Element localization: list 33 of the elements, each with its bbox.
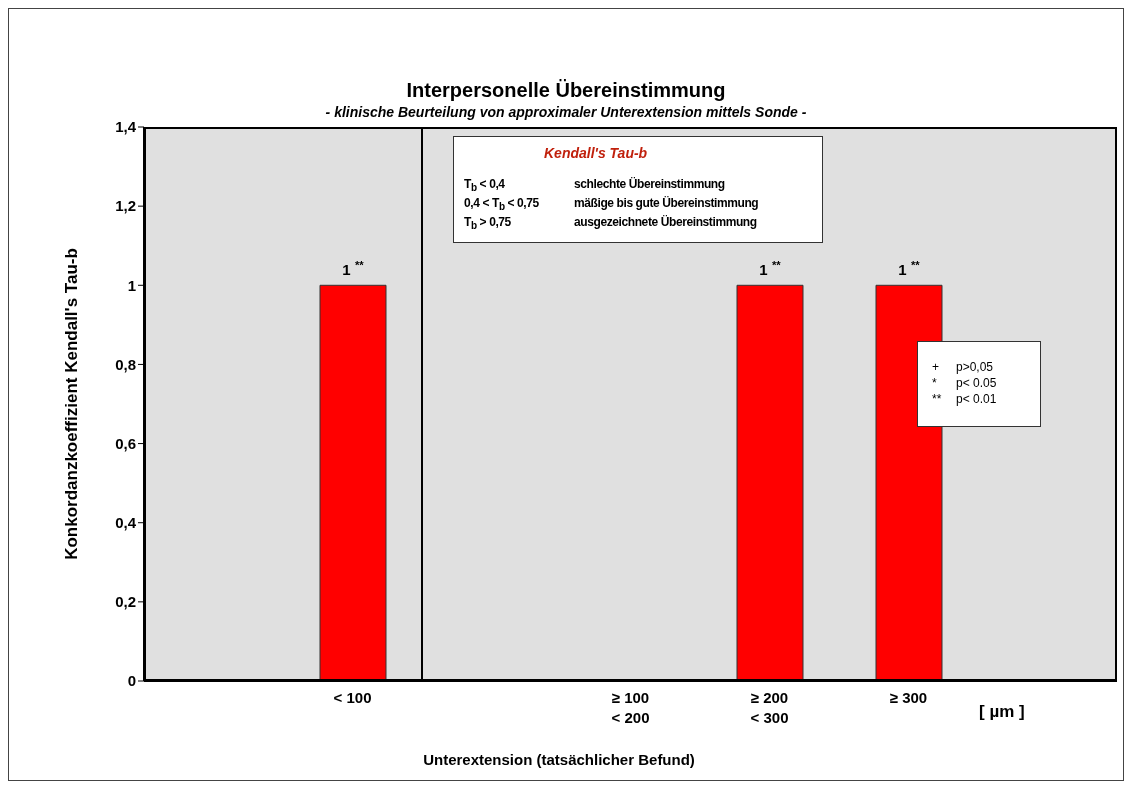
annotation: p>0,05 xyxy=(956,360,994,374)
annotation: 0,4 < T$_{b}$ < 0,75 xyxy=(464,196,539,213)
y-tick-label: 1,4 xyxy=(115,118,137,136)
y-tick-label: 0 xyxy=(127,672,136,690)
chart-title: Interpersonelle Übereinstimmung xyxy=(406,79,726,101)
x-tick-label: < 100 xyxy=(333,689,372,706)
data-label: 1 $^{**}$ xyxy=(898,259,921,279)
annotation: + xyxy=(932,360,940,374)
y-tick-label: 1,2 xyxy=(115,197,136,215)
annotation: p< 0.05 xyxy=(956,376,997,390)
y-axis-title: Konkordanzkoeffizient Kendall's Tau-b xyxy=(62,248,82,560)
y-tick-label: 0,4 xyxy=(115,514,137,532)
x-tick-label: ≥ 200 < 300 xyxy=(750,689,789,726)
x-tick-label: ≥ 100 < 200 xyxy=(611,689,650,726)
x-tick-label: ≥ 300 xyxy=(889,689,928,706)
annotation: mäßige bis gute Übereinstimmung xyxy=(574,196,759,210)
y-tick-label: 0,6 xyxy=(115,434,136,452)
data-label: 1 $^{**}$ xyxy=(759,259,782,279)
data-label: 1 $^{**}$ xyxy=(342,259,365,279)
annotation: ** xyxy=(932,392,942,406)
annotation: schlechte Übereinstimmung xyxy=(574,177,725,191)
y-tick-label: 0,8 xyxy=(115,355,136,373)
annotation: ausgezeichnete Übereinstimmung xyxy=(574,215,757,229)
annotation: T$_{b}$ < 0,4 xyxy=(464,177,505,194)
annotation: p< 0.01 xyxy=(956,392,997,406)
annotation: Kendall's Tau-b xyxy=(544,145,648,161)
annotation: T$_{b}$ > 0,75 xyxy=(464,215,511,232)
text: [ µm ] xyxy=(979,702,1025,721)
annotation: * xyxy=(932,376,937,390)
y-tick-label: 0,2 xyxy=(115,593,136,611)
y-tick-label: 1 xyxy=(127,276,136,294)
chart-subtitle: - klinische Beurteilung von approximaler Unterextension mittels Sonde - xyxy=(325,104,807,120)
x-axis-title: Unterextension (tatsächlicher Befund) xyxy=(423,751,695,768)
